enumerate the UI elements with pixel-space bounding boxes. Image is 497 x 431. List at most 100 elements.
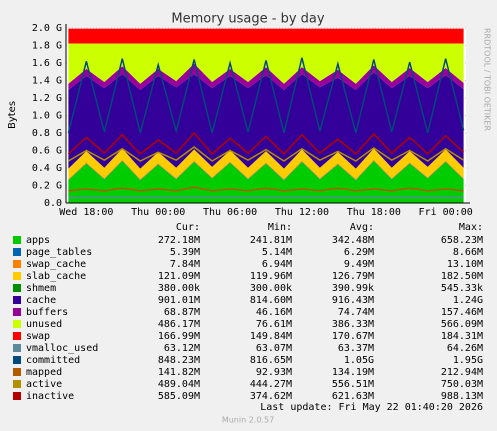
y-tick-label: 1.0 G bbox=[32, 111, 62, 122]
line bbox=[67, 57, 465, 135]
legend-value: 170.67M bbox=[332, 331, 374, 342]
legend-swatch bbox=[13, 308, 21, 316]
legend-value: 380.00k bbox=[158, 283, 200, 294]
legend-value: 444.27M bbox=[250, 379, 292, 390]
legend-value: 74.74M bbox=[338, 307, 374, 318]
line bbox=[68, 186, 464, 192]
legend-value: 157.46M bbox=[441, 307, 483, 318]
legend-value: 916.43M bbox=[332, 295, 374, 306]
legend-value: 848.23M bbox=[158, 355, 200, 366]
legend-swatch bbox=[13, 284, 21, 292]
legend-value: 121.09M bbox=[158, 271, 200, 282]
legend-label: committed bbox=[26, 355, 80, 366]
legend-swatch bbox=[13, 236, 21, 244]
legend-swatch bbox=[13, 356, 21, 364]
x-tick-label: Wed 18:00 bbox=[59, 207, 113, 218]
legend-label: apps bbox=[26, 235, 50, 246]
legend-value: 76.61M bbox=[256, 319, 292, 330]
legend-label: buffers bbox=[26, 307, 68, 318]
legend-value: 1.95G bbox=[453, 355, 483, 366]
y-tick-label: 2.0 G bbox=[32, 23, 62, 34]
y-axis-label: Bytes bbox=[7, 101, 18, 129]
legend-value: 8.66M bbox=[453, 247, 483, 258]
legend-value: 545.33k bbox=[441, 283, 483, 294]
legend-value: 63.12M bbox=[164, 343, 200, 354]
legend-swatch bbox=[13, 392, 21, 400]
legend-value: 6.94M bbox=[262, 259, 292, 270]
area bbox=[68, 148, 464, 180]
legend-value: 6.29M bbox=[344, 247, 374, 258]
y-tick-label: 1.2 G bbox=[32, 93, 62, 104]
legend-value: 182.50M bbox=[441, 271, 483, 282]
legend-value: 658.23M bbox=[441, 235, 483, 246]
legend-value: 988.13M bbox=[441, 391, 483, 402]
x-tick-label: Thu 18:00 bbox=[347, 207, 401, 218]
legend-value: 126.79M bbox=[332, 271, 374, 282]
legend-value: 386.33M bbox=[332, 319, 374, 330]
legend-value: 63.07M bbox=[256, 343, 292, 354]
legend-value: 63.37M bbox=[338, 343, 374, 354]
legend-value: 68.87M bbox=[164, 307, 200, 318]
legend-value: 134.19M bbox=[332, 367, 374, 378]
legend-value: 374.62M bbox=[250, 391, 292, 402]
legend-value: 750.03M bbox=[441, 379, 483, 390]
legend-label: swap bbox=[26, 331, 50, 342]
legend-swatch bbox=[13, 368, 21, 376]
legend-value: 184.31M bbox=[441, 331, 483, 342]
legend-value: 119.96M bbox=[250, 271, 292, 282]
y-tick-label: 0.4 G bbox=[32, 163, 62, 174]
legend-swatch bbox=[13, 260, 21, 268]
line bbox=[67, 131, 465, 156]
legend-value: 585.09M bbox=[158, 391, 200, 402]
area bbox=[68, 63, 464, 90]
legend-value: 816.65M bbox=[250, 355, 292, 366]
legend-value: 9.49M bbox=[344, 259, 374, 270]
x-tick-label: Thu 06:00 bbox=[203, 207, 257, 218]
legend-label: mapped bbox=[26, 367, 62, 378]
legend-value: 1.24G bbox=[453, 295, 483, 306]
legend-swatch bbox=[13, 248, 21, 256]
legend-label: slab_cache bbox=[26, 271, 86, 282]
legend-label: vmalloc_used bbox=[26, 343, 98, 354]
y-tick-label: 1.8 G bbox=[32, 41, 62, 52]
legend-swatch bbox=[13, 380, 21, 388]
x-tick-label: Fri 00:00 bbox=[419, 207, 473, 218]
legend-header: Max: bbox=[459, 222, 483, 233]
legend-value: 489.04M bbox=[158, 379, 200, 390]
y-tick-label: 0.2 G bbox=[32, 181, 62, 192]
legend-label: inactive bbox=[26, 391, 74, 402]
legend-value: 5.14M bbox=[262, 247, 292, 258]
legend-value: 92.93M bbox=[256, 367, 292, 378]
legend-value: 342.48M bbox=[332, 235, 374, 246]
legend-value: 166.99M bbox=[158, 331, 200, 342]
legend-value: 13.10M bbox=[447, 259, 483, 270]
y-tick-label: 1.4 G bbox=[32, 76, 62, 87]
x-tick-label: Thu 00:00 bbox=[131, 207, 185, 218]
legend-value: 1.05G bbox=[344, 355, 374, 366]
y-tick-label: 0.8 G bbox=[32, 128, 62, 139]
legend-value: 5.39M bbox=[170, 247, 200, 258]
legend-value: 901.01M bbox=[158, 295, 200, 306]
area bbox=[68, 161, 464, 203]
legend-header: Cur: bbox=[176, 222, 200, 233]
legend-value: 46.16M bbox=[256, 307, 292, 318]
legend-label: shmem bbox=[26, 283, 56, 294]
legend-value: 814.60M bbox=[250, 295, 292, 306]
chart-title: Memory usage - by day bbox=[171, 12, 324, 27]
y-tick-label: 0.6 G bbox=[32, 146, 62, 157]
legend-value: 621.63M bbox=[332, 391, 374, 402]
legend-value: 149.84M bbox=[250, 331, 292, 342]
legend-swatch bbox=[13, 296, 21, 304]
line bbox=[68, 146, 465, 162]
side-text: RRDTOOL / TOBI OETIKER bbox=[483, 28, 492, 131]
legend-value: 566.09M bbox=[441, 319, 483, 330]
legend-value: 241.81M bbox=[250, 235, 292, 246]
y-tick-label: 0.0 bbox=[44, 198, 62, 209]
legend-swatch bbox=[13, 320, 21, 328]
legend-value: 272.18M bbox=[158, 235, 200, 246]
area bbox=[68, 28, 464, 44]
legend-swatch bbox=[13, 332, 21, 340]
legend-swatch bbox=[13, 272, 21, 280]
legend-value: 7.84M bbox=[170, 259, 200, 270]
